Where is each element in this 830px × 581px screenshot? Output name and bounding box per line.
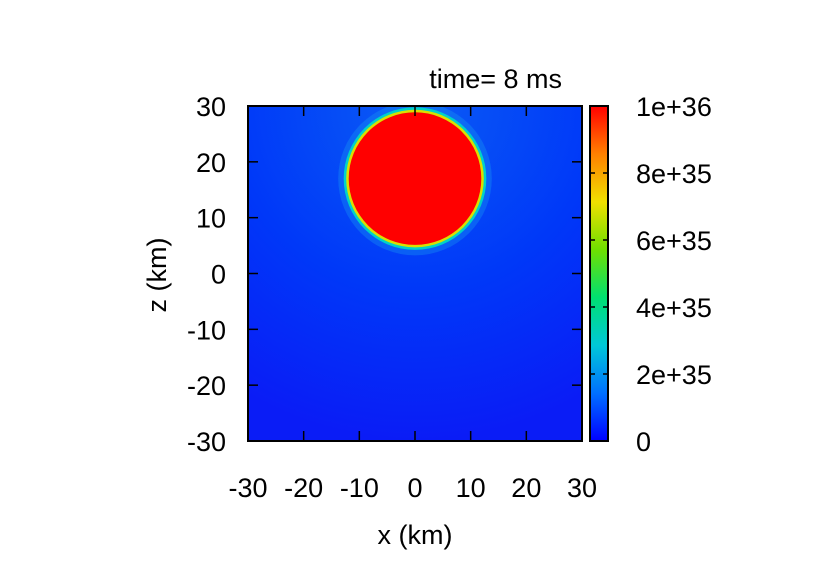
x-tick-label: 30 bbox=[567, 473, 597, 503]
colorbar-tick-label: 1e+36 bbox=[636, 92, 712, 122]
plot-area bbox=[248, 106, 582, 441]
colorbar bbox=[589, 105, 609, 442]
colorbar-ticks bbox=[590, 105, 608, 442]
y-tick-label: 10 bbox=[196, 204, 226, 234]
y-tick-label: 30 bbox=[196, 92, 226, 122]
colorbar-tick-label: 0 bbox=[636, 427, 651, 457]
x-tick-label: 20 bbox=[511, 473, 541, 503]
y-tick-label: -30 bbox=[187, 427, 226, 457]
x-tick-labels: -30 -20 -10 0 10 20 30 bbox=[228, 473, 597, 503]
x-axis-label: x (km) bbox=[378, 520, 453, 550]
colorbar-tick-label: 2e+35 bbox=[636, 360, 712, 390]
y-tick-labels: -30 -20 -10 0 10 20 30 bbox=[187, 92, 226, 457]
colorbar-tick-label: 4e+35 bbox=[636, 293, 712, 323]
x-tick-label: -10 bbox=[340, 473, 379, 503]
saturated-disk bbox=[348, 112, 482, 245]
colorbar-tick-label: 6e+35 bbox=[636, 226, 712, 256]
colorbar-tick-labels: 0 2e+35 4e+35 6e+35 8e+35 1e+36 bbox=[636, 92, 712, 457]
axis-ticks bbox=[247, 105, 583, 442]
y-tick-label: -10 bbox=[187, 315, 226, 345]
x-tick-label: 0 bbox=[407, 473, 422, 503]
x-tick-label: -30 bbox=[228, 473, 267, 503]
y-axis-label: z (km) bbox=[142, 238, 172, 313]
x-tick-label: 10 bbox=[456, 473, 486, 503]
y-tick-label: -20 bbox=[187, 371, 226, 401]
x-tick-label: -20 bbox=[284, 473, 323, 503]
y-tick-label: 20 bbox=[196, 148, 226, 178]
colorbar-tick-label: 8e+35 bbox=[636, 159, 712, 189]
chart-title: time= 8 ms bbox=[429, 64, 562, 94]
y-tick-label: 0 bbox=[211, 260, 226, 290]
